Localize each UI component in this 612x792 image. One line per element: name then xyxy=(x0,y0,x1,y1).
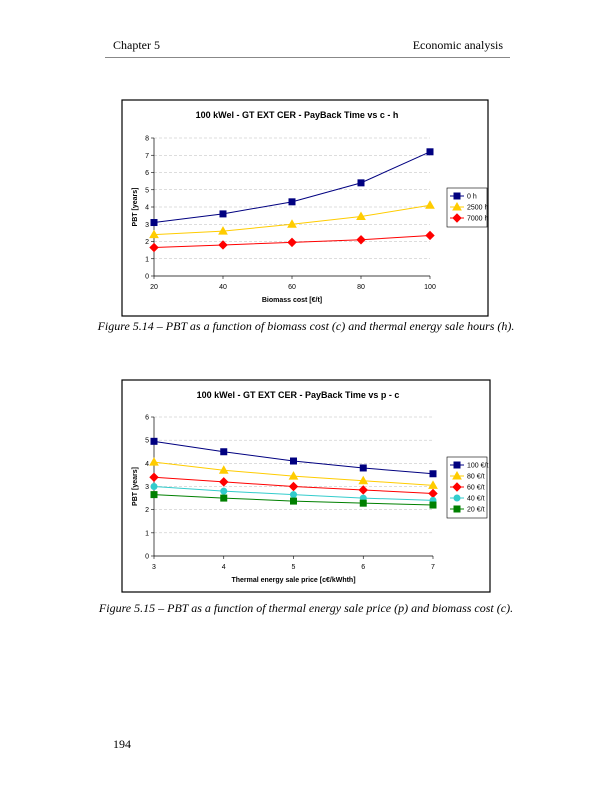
y-axis-label: PBT [years] xyxy=(132,467,139,506)
legend-marker xyxy=(452,201,462,211)
marker xyxy=(359,464,367,472)
marker xyxy=(429,470,437,478)
marker xyxy=(218,240,228,250)
marker xyxy=(290,491,297,499)
x-tick-label: 100 xyxy=(424,284,436,291)
marker xyxy=(150,483,158,490)
marker xyxy=(428,480,438,489)
y-tick-label: 4 xyxy=(145,205,149,212)
x-tick-label: 5 xyxy=(292,564,296,571)
legend-label: 80 €/t xyxy=(467,474,485,481)
x-tick-label: 7 xyxy=(431,564,435,571)
y-tick-label: 2 xyxy=(145,507,149,514)
marker xyxy=(219,210,227,218)
marker xyxy=(288,471,299,480)
legend-marker xyxy=(452,482,462,492)
legend-marker xyxy=(453,461,461,469)
legend-label: 2500 h xyxy=(467,205,489,212)
marker xyxy=(220,494,228,502)
x-tick-label: 4 xyxy=(222,564,226,571)
marker xyxy=(358,475,369,485)
marker xyxy=(150,437,158,445)
header-rule xyxy=(105,57,510,58)
y-tick-label: 4 xyxy=(145,461,149,468)
figure-caption: Figure 5.14 – PBT as a function of bioma… xyxy=(97,319,515,333)
marker xyxy=(287,219,297,228)
y-tick-label: 8 xyxy=(145,136,149,143)
marker xyxy=(149,457,159,466)
marker xyxy=(290,457,297,465)
marker xyxy=(426,148,434,156)
y-tick-label: 3 xyxy=(145,484,149,491)
y-tick-label: 0 xyxy=(145,274,149,281)
legend-label: 60 €/t xyxy=(467,485,485,492)
header-section: Economic analysis xyxy=(412,38,503,52)
legend-marker xyxy=(453,505,461,513)
x-tick-label: 6 xyxy=(361,564,365,571)
marker xyxy=(220,487,228,495)
chart-title: 100 kWel - GT EXT CER - PayBack Time vs … xyxy=(196,110,399,120)
y-tick-label: 2 xyxy=(145,239,149,246)
x-tick-label: 60 xyxy=(288,284,296,291)
legend-label: 100 €/t xyxy=(467,463,488,470)
y-tick-label: 5 xyxy=(145,438,149,445)
header-chapter: Chapter 5 xyxy=(113,38,160,52)
marker xyxy=(429,501,437,509)
marker xyxy=(356,235,366,245)
marker xyxy=(149,472,159,482)
x-tick-label: 20 xyxy=(150,284,158,291)
y-tick-label: 7 xyxy=(145,153,149,160)
legend-label: 20 €/t xyxy=(467,507,485,514)
marker xyxy=(357,179,365,187)
x-axis-label: Thermal energy sale price [c€/kWhth] xyxy=(231,577,355,584)
y-tick-label: 3 xyxy=(145,222,149,229)
marker xyxy=(218,226,228,235)
legend-marker xyxy=(453,494,461,502)
figure-caption: Figure 5.15 – PBT as a function of therm… xyxy=(98,601,514,615)
marker xyxy=(356,211,366,220)
y-tick-label: 6 xyxy=(145,170,149,177)
marker xyxy=(288,198,296,206)
marker xyxy=(149,229,159,239)
marker xyxy=(150,219,158,227)
page-number: 194 xyxy=(113,737,131,751)
legend-label: 0 h xyxy=(467,194,477,201)
legend-label: 7000 h xyxy=(467,216,489,223)
marker xyxy=(220,448,228,456)
y-axis-label: PBT [years] xyxy=(132,188,139,227)
marker xyxy=(150,491,158,499)
marker xyxy=(219,477,229,487)
y-tick-label: 6 xyxy=(145,415,149,422)
chart-frame xyxy=(121,379,491,593)
y-tick-label: 1 xyxy=(145,530,149,537)
marker xyxy=(358,485,368,495)
x-tick-label: 80 xyxy=(357,284,365,291)
chart-title: 100 kWel - GT EXT CER - PayBack Time vs … xyxy=(197,390,400,400)
legend-marker xyxy=(453,192,461,200)
y-tick-label: 0 xyxy=(145,554,149,561)
marker xyxy=(290,497,297,505)
x-tick-label: 40 xyxy=(219,284,227,291)
marker xyxy=(425,200,435,209)
y-tick-label: 5 xyxy=(145,187,149,194)
marker xyxy=(149,242,159,253)
x-axis-label: Biomass cost [€/t] xyxy=(262,297,322,304)
legend-marker xyxy=(452,213,462,223)
marker xyxy=(359,499,367,507)
y-tick-label: 1 xyxy=(145,256,149,263)
x-tick-label: 3 xyxy=(152,564,156,571)
marker xyxy=(288,481,299,492)
marker xyxy=(287,237,297,248)
legend-label: 40 €/t xyxy=(467,496,485,503)
marker xyxy=(425,230,435,241)
legend-marker xyxy=(452,470,462,480)
marker xyxy=(218,465,229,474)
